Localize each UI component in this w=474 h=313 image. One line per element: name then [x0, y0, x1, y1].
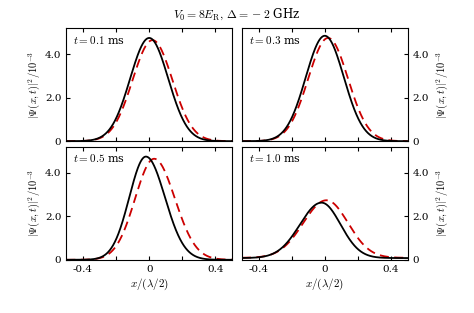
Text: $t = 0.3$ ms: $t = 0.3$ ms — [248, 34, 301, 46]
X-axis label: $x/(\lambda/2)$: $x/(\lambda/2)$ — [305, 276, 344, 292]
Y-axis label: $|\Psi(x,t)|^2/10^{-3}$: $|\Psi(x,t)|^2/10^{-3}$ — [27, 169, 42, 237]
Y-axis label: $|\Psi(x,t)|^2/10^{-3}$: $|\Psi(x,t)|^2/10^{-3}$ — [435, 169, 450, 237]
Text: $t = 0.5$ ms: $t = 0.5$ ms — [73, 152, 125, 164]
Y-axis label: $|\Psi(x,t)|^2/10^{-3}$: $|\Psi(x,t)|^2/10^{-3}$ — [27, 51, 42, 119]
Text: $V_0 = 8E_{\mathrm{R}},\, \Delta = -2$ GHz: $V_0 = 8E_{\mathrm{R}},\, \Delta = -2$ G… — [173, 6, 301, 22]
Text: $t = 0.1$ ms: $t = 0.1$ ms — [73, 34, 125, 46]
Y-axis label: $|\Psi(x,t)|^2/10^{-3}$: $|\Psi(x,t)|^2/10^{-3}$ — [435, 51, 450, 119]
X-axis label: $x/(\lambda/2)$: $x/(\lambda/2)$ — [130, 276, 169, 292]
Text: $t = 1.0$ ms: $t = 1.0$ ms — [248, 152, 301, 164]
